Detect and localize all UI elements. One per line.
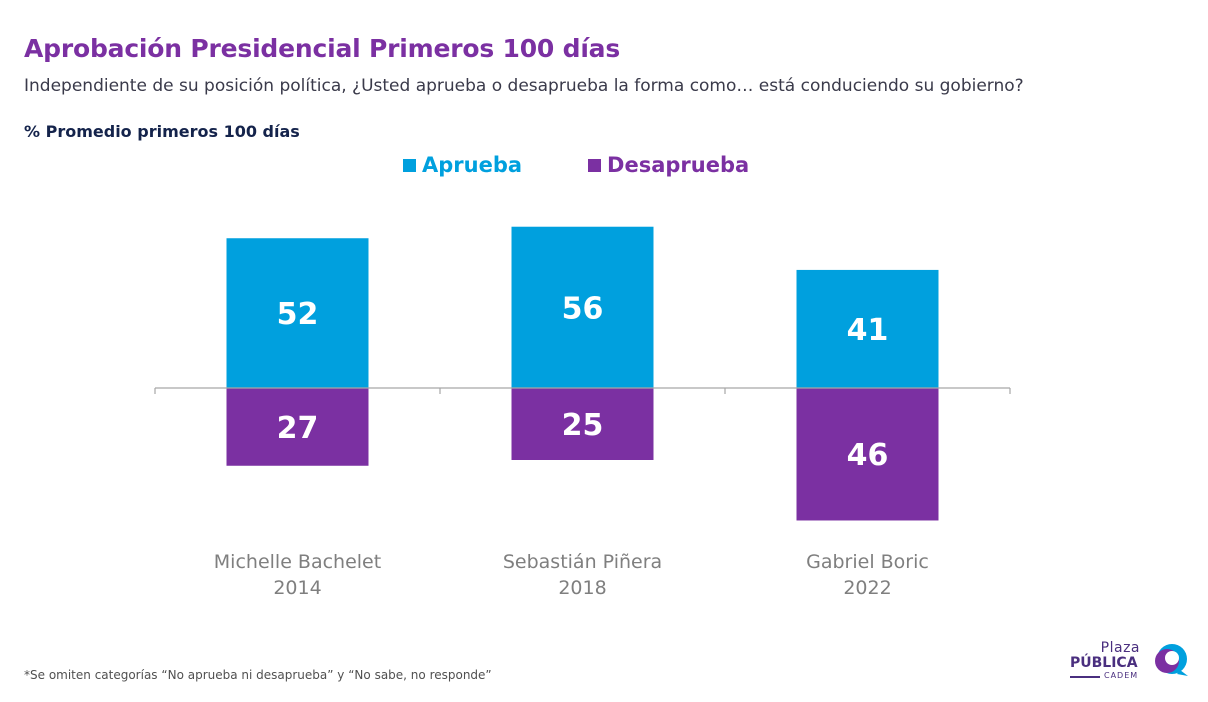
bar-value-disapprove-1: 25 — [562, 408, 604, 443]
legend-swatch-approve — [403, 158, 416, 172]
bar-value-disapprove-2: 46 — [847, 438, 889, 473]
category-label-1-0: Sebastián Piñera — [503, 551, 662, 573]
bar-approve-1 — [511, 226, 654, 388]
bar-disapprove-2 — [796, 388, 939, 521]
approval-chart: 52 27 Michelle Bachelet 2014 56 25 Sebastián P… — [154, 226, 1011, 599]
bar-value-approve-1: 56 — [562, 291, 604, 326]
legend-item-approve: Aprueba — [403, 153, 522, 177]
legend-label-disapprove: Desaprueba — [607, 153, 750, 177]
logo-text-plaza: Plaza — [1100, 640, 1140, 656]
bar-approve-0 — [226, 238, 369, 388]
logo-text-cadem: CADEM — [1104, 671, 1139, 680]
legend-item-disapprove: Desaprueba — [588, 153, 749, 177]
category-label-0-1: 2014 — [273, 577, 321, 599]
legend-swatch-disapprove — [588, 158, 602, 172]
bar-value-approve-0: 52 — [277, 297, 319, 332]
speech-bubble-logo-icon — [1155, 644, 1188, 676]
chart-title: Aprobación Presidencial Primeros 100 día… — [24, 34, 621, 63]
question-subtitle: Independiente de su posición política, ¿… — [24, 76, 1024, 96]
category-label-2-1: 2022 — [843, 577, 891, 599]
bar-value-approve-2: 41 — [847, 313, 889, 348]
legend: Aprueba Desaprueba — [403, 153, 749, 177]
logo-underline — [1070, 676, 1100, 678]
bar-approve-2 — [796, 269, 939, 388]
legend-label-approve: Aprueba — [422, 153, 523, 177]
category-label-1-1: 2018 — [558, 577, 606, 599]
category-label-2-0: Gabriel Boric — [806, 551, 929, 573]
footnote: *Se omiten categorías “No aprueba ni des… — [24, 668, 492, 682]
plaza-publica-cadem-logo: Plaza PÚBLICA CADEM — [1068, 640, 1192, 682]
logo-text-publica: PÚBLICA — [1070, 655, 1138, 671]
bar-value-disapprove-0: 27 — [277, 411, 319, 446]
measure-note: % Promedio primeros 100 días — [24, 122, 300, 141]
bar-disapprove-0 — [226, 388, 369, 466]
category-label-0-0: Michelle Bachelet — [214, 551, 381, 573]
bar-disapprove-1 — [511, 388, 654, 460]
